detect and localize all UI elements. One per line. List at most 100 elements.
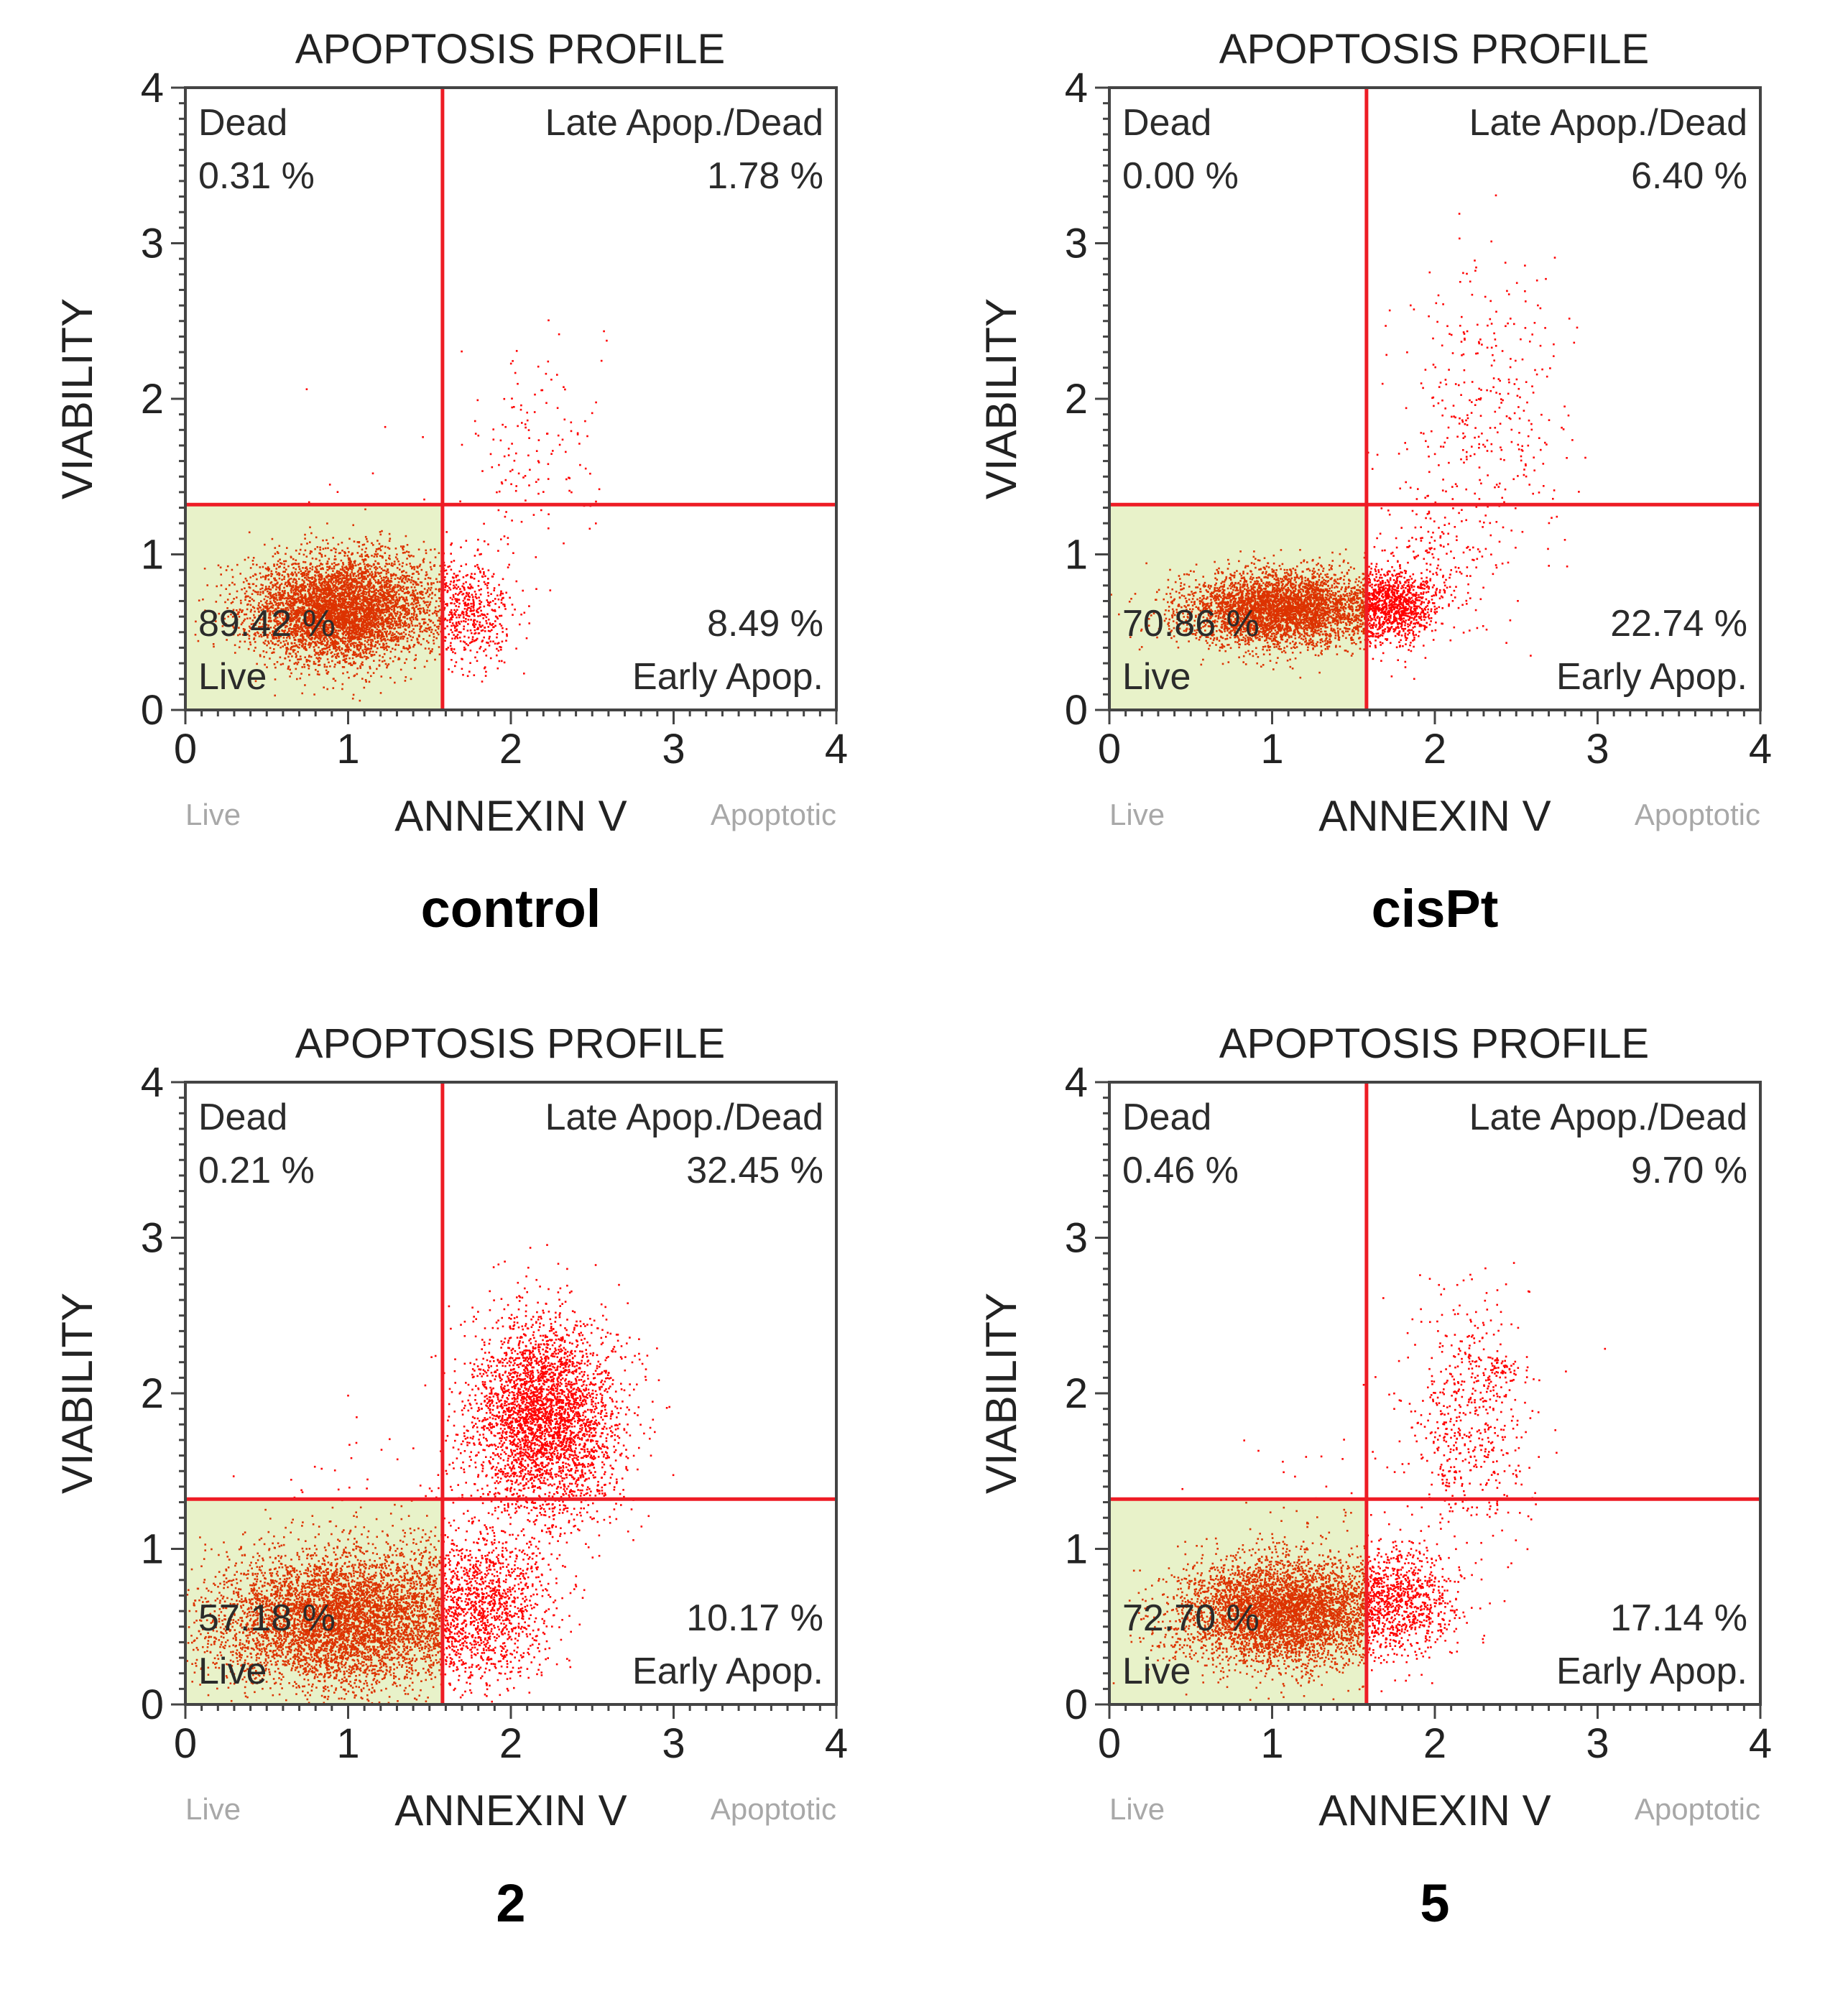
scatter-point: [329, 593, 331, 596]
scatter-point: [405, 614, 408, 617]
scatter-point: [374, 614, 376, 617]
scatter-point: [276, 573, 279, 576]
scatter-point: [235, 618, 237, 621]
scatter-point: [347, 614, 350, 617]
scatter-point: [399, 576, 402, 578]
scatter-point: [370, 634, 373, 637]
scatter-point: [318, 597, 320, 599]
scatter-point: [386, 625, 389, 627]
scatter-point: [308, 570, 311, 573]
scatter-point: [397, 601, 399, 604]
scatter-point: [268, 612, 271, 615]
scatter-point: [366, 574, 369, 577]
scatter-point: [309, 552, 311, 555]
scatter-point: [336, 615, 338, 617]
scatter-point: [351, 609, 354, 611]
scatter-point: [389, 622, 392, 624]
scatter-point: [269, 606, 272, 609]
scatter-point: [379, 586, 382, 588]
scatter-point: [394, 655, 397, 658]
scatter-point: [382, 545, 384, 548]
scatter-point: [288, 635, 291, 637]
scatter-point: [340, 572, 342, 575]
scatter-point: [354, 586, 356, 589]
scatter-point: [407, 647, 410, 650]
scatter-point: [379, 692, 382, 694]
scatter-point: [258, 626, 260, 628]
scatter-point: [369, 581, 371, 583]
scatter-point: [400, 545, 402, 548]
scatter-point: [343, 621, 345, 624]
scatter-point: [347, 574, 350, 577]
scatter-point: [413, 632, 415, 634]
scatter-point: [354, 674, 356, 677]
scatter-point: [313, 616, 315, 619]
scatter-point: [453, 624, 455, 627]
scatter-point: [433, 640, 435, 642]
scatter-point: [401, 578, 404, 581]
scatter-point: [317, 670, 319, 673]
scatter-point: [408, 624, 411, 627]
scatter-point: [301, 607, 303, 610]
scatter-point: [403, 588, 405, 591]
scatter-point: [304, 533, 306, 536]
scatter-point: [389, 588, 391, 590]
scatter-point: [373, 585, 376, 588]
scatter-point: [325, 625, 327, 627]
scatter-point: [285, 618, 287, 620]
scatter-point: [360, 592, 363, 594]
scatter-point: [467, 602, 469, 605]
scatter-point: [371, 631, 374, 634]
scatter-point: [425, 601, 427, 604]
scatter-point: [305, 638, 307, 641]
scatter-point: [377, 622, 379, 624]
scatter-point: [387, 593, 389, 595]
scatter-point: [336, 661, 339, 664]
scatter-point: [281, 590, 284, 592]
scatter-point: [349, 643, 352, 645]
scatter-point: [291, 597, 294, 599]
scatter-point: [398, 584, 400, 587]
scatter-point: [312, 606, 314, 608]
scatter-point: [298, 553, 300, 555]
scatter-point: [361, 578, 364, 581]
scatter-point: [367, 581, 369, 583]
scatter-point: [342, 659, 345, 661]
scatter-point: [319, 546, 321, 549]
scatter-point: [318, 609, 320, 611]
scatter-point: [287, 580, 290, 583]
scatter-point: [260, 583, 262, 586]
scatter-point: [226, 639, 228, 641]
scatter-point: [343, 612, 346, 615]
scatter-point: [374, 596, 376, 599]
scatter-point: [333, 592, 336, 595]
scatter-point: [321, 615, 324, 618]
scatter-point: [393, 587, 395, 590]
scatter-point: [389, 677, 392, 679]
scatter-point: [380, 577, 383, 579]
scatter-point: [358, 585, 361, 588]
scatter-point: [287, 627, 290, 630]
scatter-point: [344, 649, 346, 652]
scatter-point: [425, 573, 428, 576]
scatter-point: [346, 606, 348, 608]
scatter-point: [372, 544, 374, 546]
scatter-point: [370, 595, 372, 598]
scatter-point: [346, 573, 348, 576]
scatter-point: [243, 619, 245, 622]
scatter-point: [364, 655, 366, 657]
scatter-point: [359, 617, 361, 620]
scatter-point: [255, 585, 257, 587]
scatter-point: [310, 596, 313, 599]
scatter-point: [382, 622, 384, 625]
scatter-point: [381, 608, 383, 611]
scatter-point: [359, 644, 361, 647]
scatter-point: [298, 617, 300, 619]
scatter-point: [409, 555, 411, 558]
scatter-point: [389, 594, 392, 597]
scatter-point: [277, 612, 279, 615]
scatter-point: [276, 563, 279, 566]
scatter-point: [404, 624, 407, 627]
scatter-point: [339, 586, 342, 589]
scatter-point: [326, 688, 328, 691]
